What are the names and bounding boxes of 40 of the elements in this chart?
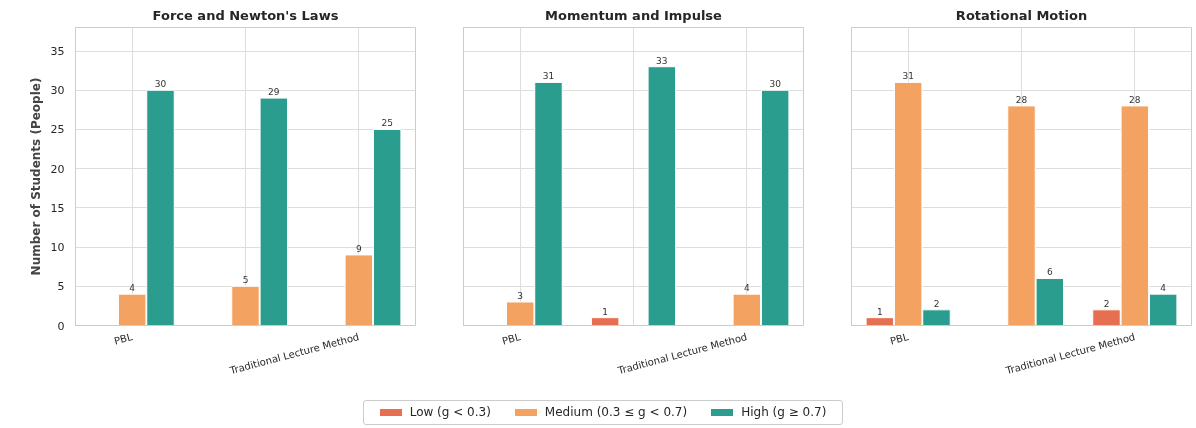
legend-label: Low (g < 0.3)	[408, 404, 491, 421]
y-tick-label: 0	[57, 319, 65, 333]
x-tick-label: PBL	[888, 331, 910, 347]
x-tick-label: PBL	[500, 331, 522, 347]
y-tick-label: 20	[50, 162, 65, 176]
data-label: 25	[381, 118, 393, 129]
data-label: 1	[602, 306, 609, 317]
y-tick-label: 25	[50, 123, 65, 137]
data-label: 4	[743, 283, 750, 294]
data-label: 30	[154, 79, 167, 90]
legend-label: High (g ≥ 0.7)	[740, 404, 827, 421]
data-label: 4	[1160, 283, 1167, 294]
data-label: 4	[129, 283, 136, 294]
data-label: 3	[517, 290, 524, 301]
y-tick-label: 10	[50, 241, 65, 255]
data-label: 2	[1103, 298, 1110, 309]
y-tick-label: 35	[50, 45, 65, 59]
x-tick-label: PBL	[112, 331, 134, 347]
data-label: 6	[1046, 267, 1053, 278]
data-label: 5	[242, 275, 249, 286]
data-label: 31	[902, 71, 914, 82]
y-tick-label: 15	[50, 201, 65, 215]
chart-title: Force and Newton's Laws	[152, 7, 339, 23]
data-label: 9	[355, 243, 362, 254]
data-label: 28	[1015, 94, 1028, 105]
data-label: 2	[933, 298, 940, 309]
data-label: 1	[876, 306, 883, 317]
data-label: 33	[656, 55, 668, 66]
y-axis-title: Number of Students (People)	[28, 77, 43, 276]
data-label: 29	[268, 87, 280, 98]
legend-label: Medium (0.3 ≤ g < 0.7)	[543, 404, 688, 421]
bar	[590, 317, 620, 326]
y-tick-label: 30	[50, 84, 65, 98]
bar	[647, 66, 677, 326]
chart-title: Rotational Motion	[955, 7, 1088, 23]
chart-title: Momentum and Impulse	[545, 7, 723, 23]
data-label: 28	[1129, 94, 1141, 105]
y-tick-label: 5	[57, 280, 65, 294]
data-label: 31	[542, 71, 555, 82]
data-label: 30	[769, 79, 782, 90]
